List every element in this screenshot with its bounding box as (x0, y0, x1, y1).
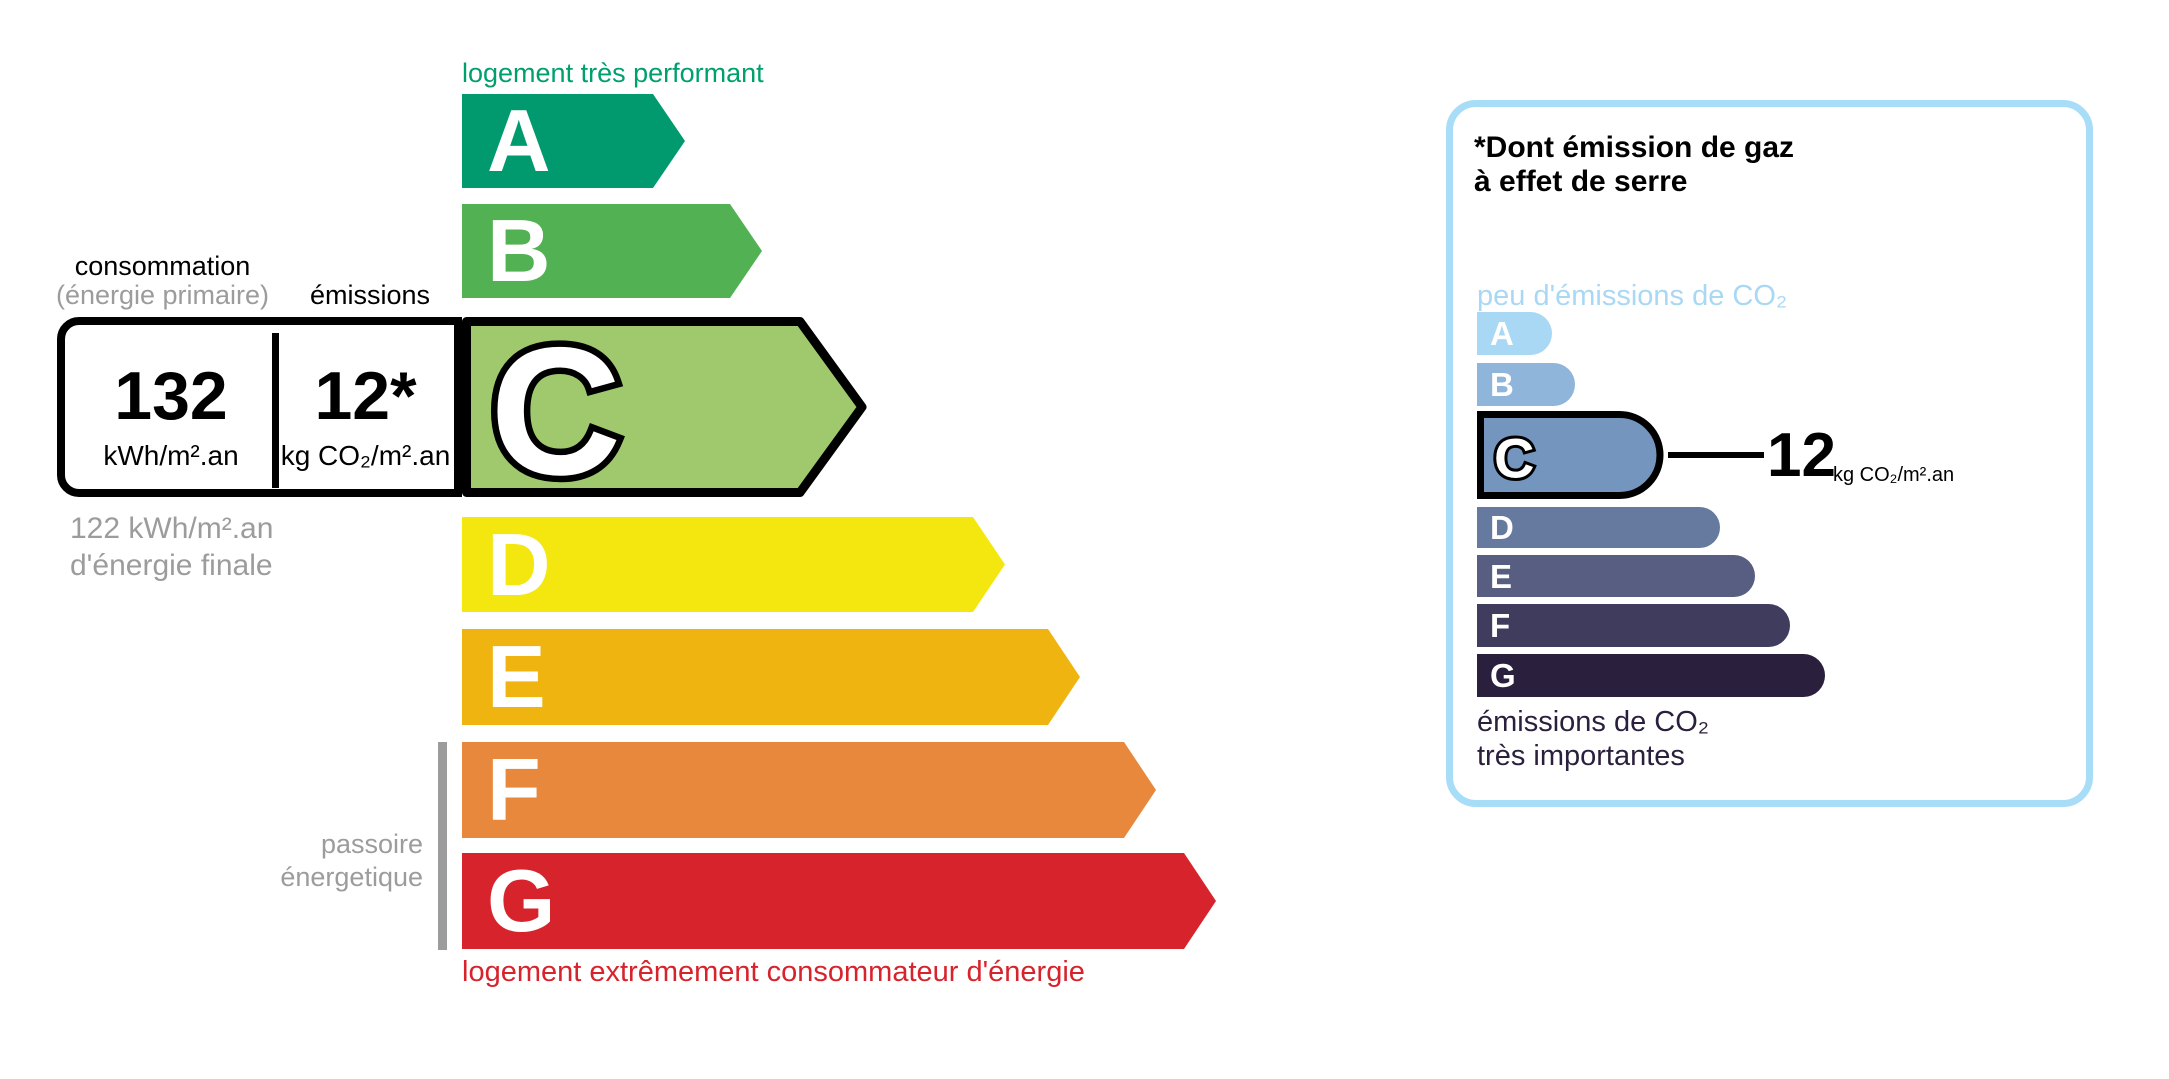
co2-panel-title-line1: *Dont émission de gaz (1474, 131, 1795, 164)
energy-class-letter: D (487, 514, 551, 614)
energy-top-label: logement très performant (462, 58, 764, 88)
co2-class-letter-current: C (1494, 427, 1534, 490)
sieve-label-line2: énergetique (280, 862, 423, 892)
energy-bar-f: F (462, 742, 1156, 838)
box-divider (272, 333, 279, 488)
energy-class-letter: F (487, 740, 541, 839)
co2-class-letter: D (1490, 509, 1514, 546)
final-energy-note: 122 kWh/m².an d'énergie finale (70, 510, 273, 584)
energy-class-letter-current: C (490, 317, 621, 497)
header-consumption-sub: (énergie primaire) (55, 280, 270, 310)
energy-class-letter: G (487, 851, 556, 950)
co2-unit: kg CO₂/m².an (280, 440, 451, 471)
co2-class-letter: B (1490, 366, 1514, 403)
header-consumption: consommation (74, 251, 251, 281)
co2-bar-c-current: C (1477, 411, 1664, 499)
energy-class-letter: A (487, 91, 551, 190)
co2-value: 12* (314, 358, 417, 434)
consumption-box: 132 kWh/m².an 12* kg CO₂/m².an (57, 317, 462, 497)
energy-bar-e: E (462, 629, 1080, 725)
co2-bar-e: E (1477, 555, 1755, 597)
energy-bar-d: D (462, 517, 1005, 612)
energy-bar-c-current: C (462, 317, 867, 497)
co2-panel: *Dont émission de gaz à effet de serre p… (1446, 100, 2093, 807)
co2-class-letter: G (1490, 657, 1516, 694)
co2-value-cell: 12* kg CO₂/m².an (277, 325, 454, 489)
energy-bottom-label: logement extrêmement consommateur d'éner… (462, 956, 1085, 988)
final-energy-line1: 122 kWh/m².an (70, 512, 274, 545)
energy-bar-c-shape (462, 317, 867, 497)
co2-bar-b: B (1477, 363, 1575, 406)
energy-bar-g: G (462, 853, 1216, 949)
energy-class-letter: B (487, 201, 551, 300)
sieve-bracket-line (438, 742, 447, 950)
co2-class-letter: A (1490, 315, 1514, 352)
co2-bar-g: G (1477, 654, 1825, 697)
co2-value-unit: kg CO₂/m².an (1833, 464, 1955, 486)
energy-value-cell: 132 kWh/m².an (65, 325, 277, 489)
sieve-label: passoire énergetique (155, 828, 423, 894)
header-emissions: émissions (309, 280, 431, 310)
co2-class-letter: E (1490, 557, 1513, 595)
co2-bottom-label-line1: émissions de CO₂ (1477, 706, 1710, 738)
co2-panel-title: *Dont émission de gaz à effet de serre (1474, 131, 1794, 199)
energy-bar-a: A (462, 94, 685, 188)
energy-value: 132 (114, 358, 228, 434)
energy-class-letter: E (487, 627, 546, 726)
co2-bottom-label-line2: très importantes (1477, 740, 1685, 772)
co2-top-label: peu d'émissions de CO₂ (1477, 280, 1788, 312)
co2-bar-f: F (1477, 604, 1790, 647)
co2-class-letter: F (1490, 607, 1511, 644)
co2-bar-a: A (1477, 312, 1552, 355)
co2-panel-title-line2: à effet de serre (1474, 165, 1688, 198)
sieve-label-line1: passoire (320, 829, 423, 859)
co2-bar-c-shape (1477, 411, 1664, 499)
co2-value-big: 12 (1767, 421, 1836, 490)
co2-connector-line (1668, 452, 1764, 458)
final-energy-line2: d'énergie finale (70, 549, 273, 582)
energy-bar-b: B (462, 204, 762, 298)
co2-bottom-label: émissions de CO₂ très importantes (1477, 705, 1709, 773)
co2-bar-d: D (1477, 507, 1720, 548)
energy-unit: kWh/m².an (103, 440, 239, 471)
